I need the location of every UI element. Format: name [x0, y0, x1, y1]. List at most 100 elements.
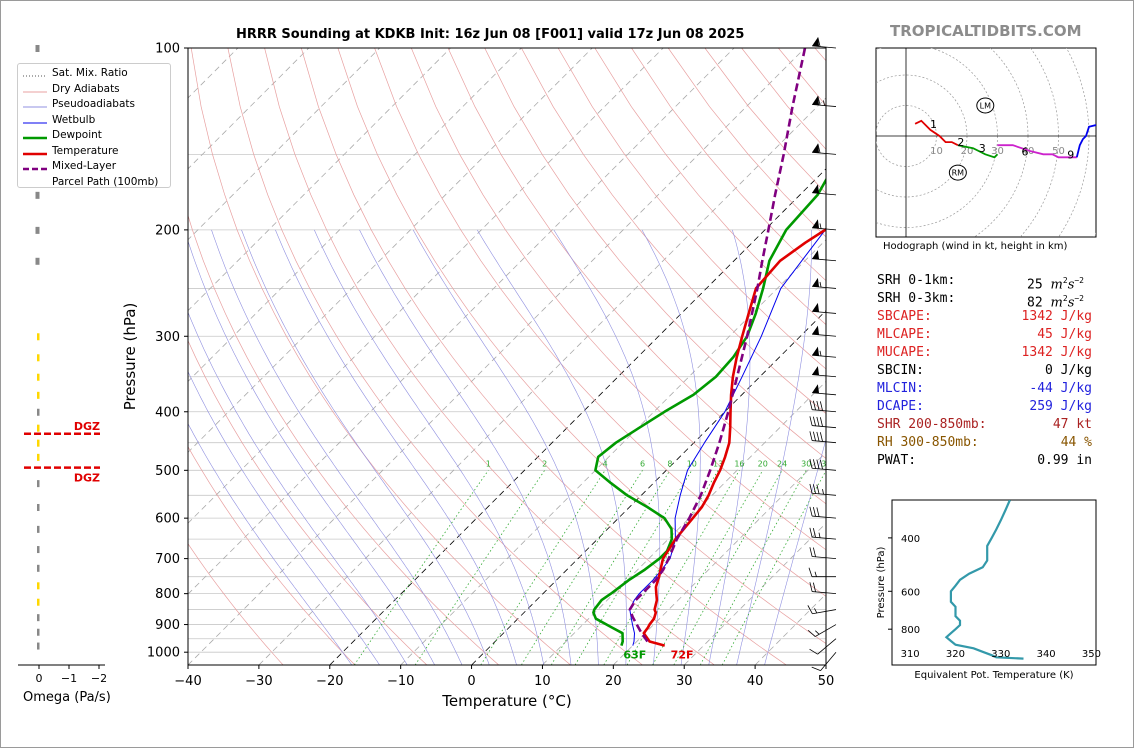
- legend-swatch: [23, 122, 47, 123]
- omega-bar: [35, 45, 40, 52]
- pseudoadiabat-line: [359, 229, 572, 665]
- stat-unit-part: −2: [1074, 276, 1084, 285]
- y-tick-label: 800: [155, 587, 180, 602]
- wind-barb-half: [819, 350, 822, 357]
- omega-tick-label: 0: [36, 672, 43, 685]
- wind-barb-half: [819, 281, 822, 288]
- wind-barb-flag: [812, 250, 820, 260]
- wind-barb: [807, 605, 837, 615]
- x-tick-label: 20: [605, 674, 622, 689]
- stat-row: SRH 0-1km: 25 m2s−2: [877, 272, 1092, 292]
- dry-adiabat-line: [188, 446, 356, 665]
- wind-barb: [809, 400, 837, 413]
- mixing-ratio-label: 24: [777, 459, 787, 468]
- profile-dewpoint: [592, 177, 826, 646]
- wind-barb: [809, 483, 837, 496]
- y-tick-label: 900: [155, 618, 180, 633]
- surface-temp-label: 72F: [671, 649, 694, 662]
- wind-barb-staff: [812, 409, 837, 413]
- storm-motion-marker: [948, 164, 967, 181]
- isotherm-line: [400, 239, 826, 665]
- wind-barb-staff: [812, 467, 837, 471]
- dry-adiabat-line: [264, 48, 715, 665]
- omega-bar: [35, 191, 40, 199]
- wind-barb: [809, 547, 837, 560]
- mixing-ratio-line: [673, 470, 783, 665]
- legend-label: Dry Adiabats: [52, 82, 120, 95]
- wind-barb: [809, 582, 837, 595]
- storm-motion-marker: [976, 97, 995, 114]
- wind-barb-full: [812, 547, 816, 557]
- stat-row: SRH 0-3km: 82 m2s−2: [877, 290, 1092, 310]
- omega-bar: [37, 373, 40, 381]
- pseudoadiabat-line: [188, 240, 435, 665]
- stat-unit-part: −2: [1074, 294, 1084, 303]
- wind-barb-full: [816, 459, 820, 469]
- isotherm-line: [613, 451, 826, 665]
- hodograph-segment: [957, 144, 999, 159]
- stat-row: RH 300-850mb: 44 %: [877, 434, 1092, 452]
- stat-label: MLCAPE:: [877, 327, 932, 342]
- wind-barb-flag: [812, 95, 820, 106]
- hodograph-caption: Hodograph (wind in kt, height in km): [883, 241, 1068, 252]
- hodograph-segment: [914, 119, 959, 147]
- hodograph-ring-label: 20: [961, 146, 974, 157]
- wind-barb-staff: [812, 536, 837, 540]
- stat-unit-part: 2: [1062, 276, 1068, 285]
- wind-barb-staff: [812, 374, 837, 378]
- dry-adiabat-line: [188, 214, 500, 665]
- hodograph-height-label: 2: [957, 136, 964, 149]
- mixing-ratio-label: 8: [667, 459, 672, 468]
- wind-barb: [812, 184, 837, 196]
- dry-adiabat-line: [410, 48, 826, 551]
- legend-label: Dewpoint: [52, 129, 102, 141]
- mixing-ratio-line: [480, 470, 606, 665]
- wind-barb-full: [816, 416, 820, 427]
- y-tick-label: 200: [155, 223, 180, 238]
- stat-label: PWAT:: [877, 453, 917, 468]
- legend-label: Wetbulb: [52, 113, 96, 126]
- stat-row: MUCAPE: 1342 J/kg: [877, 344, 1092, 362]
- wind-barb: [812, 95, 837, 107]
- wind-barb: [809, 527, 837, 540]
- mixing-ratio-label: 16: [734, 459, 744, 468]
- mixing-ratio-label: 1: [486, 459, 491, 468]
- wind-barb: [812, 143, 837, 155]
- dry-adiabat-line: [190, 48, 571, 665]
- wind-barb-staff: [812, 285, 837, 289]
- pseudoadiabat-line: [188, 311, 408, 665]
- wind-barb-full: [817, 95, 821, 106]
- pseudoadiabat-line: [275, 229, 517, 665]
- surface-dewpoint-label: 63F: [623, 649, 646, 662]
- stat-row: SBCAPE: 1342 J/kg: [877, 308, 1092, 326]
- y-tick-label: 300: [155, 330, 180, 345]
- mixing-ratio-label: 6: [640, 459, 645, 468]
- dgz-label-bottom: DGZ: [74, 472, 100, 485]
- wind-barb-full: [809, 648, 818, 655]
- stat-row: SHR 200-850mb: 47 kt: [877, 416, 1092, 434]
- dgz-label-top: DGZ: [74, 420, 100, 433]
- stat-label: SRH 0-1km:: [877, 273, 956, 288]
- hodograph-segment: [997, 144, 1077, 159]
- wind-barb-half: [814, 571, 817, 577]
- wind-barb-flag: [812, 325, 820, 335]
- mixing-ratio-line: [414, 470, 546, 665]
- wind-barb: [809, 458, 837, 471]
- storm-motion-label: LM: [980, 102, 991, 111]
- x-tick-label: −30: [245, 674, 272, 689]
- mixing-ratio-label: 36: [821, 459, 831, 468]
- hodograph-height-label: 6: [1021, 145, 1028, 158]
- stat-label: SHR 200-850mb:: [877, 417, 987, 432]
- omega-tick-label: −1: [61, 672, 77, 685]
- pseudoadiabat-line: [188, 423, 353, 665]
- wind-barb-full: [811, 666, 821, 671]
- wind-barb: [809, 416, 837, 429]
- wind-barb-full: [819, 459, 823, 470]
- isotherm-line: [471, 310, 826, 665]
- stat-row: DCAPE: 259 J/kg: [877, 398, 1092, 416]
- omega-bar: [37, 546, 40, 554]
- theta-e-y-tick-label: 600: [901, 587, 920, 598]
- wind-barb-half: [822, 489, 824, 495]
- stat-row: MLCIN: -44 J/kg: [877, 380, 1092, 398]
- wind-barb-full: [812, 416, 816, 426]
